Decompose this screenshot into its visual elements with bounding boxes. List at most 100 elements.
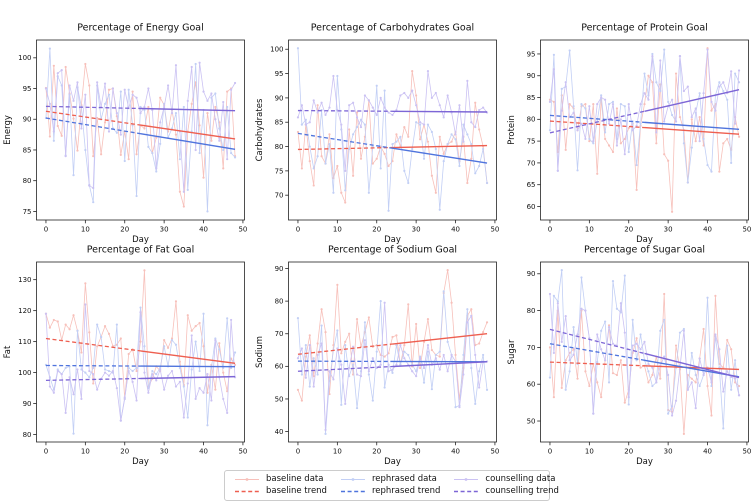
svg-text:60: 60 [275,363,284,371]
trend-counselling-trend [297,109,488,113]
series-baseline-data [296,70,489,204]
svg-text:110: 110 [18,338,31,346]
subplot-sodium: Percentage of Sodium Goal Sodium Day 40 50 60… [255,245,500,468]
y-axis-label: Fat [3,345,13,358]
y-axis-label: Protein [507,115,517,145]
svg-text:120: 120 [18,307,31,315]
x-axis-label: Day [636,235,653,245]
svg-text:50: 50 [238,226,247,234]
subplot-title: Percentage of Fat Goal [87,245,194,256]
trend-counselling-trend [549,328,740,379]
legend-item-counselling-trend: counselling trend [452,486,559,497]
svg-text:20: 20 [624,448,633,456]
svg-text:70: 70 [275,192,284,200]
svg-text:70: 70 [527,159,536,167]
trend-rephrased-trend [45,117,236,151]
axes-frame [36,261,245,443]
trend-rephrased-trend [45,364,236,368]
svg-text:50: 50 [490,448,499,456]
svg-text:10: 10 [81,448,90,456]
axis-ticks: 40 50 60 70 80 90 0 10 20 30 40 50 [275,265,500,456]
series-counselling-data [296,70,489,172]
svg-text:100: 100 [270,46,283,54]
series-rephrased-data [44,47,237,213]
subplot-title: Percentage of Protein Goal [581,23,708,34]
svg-text:20: 20 [120,226,129,234]
svg-text:90: 90 [527,270,536,278]
x-axis-label: Day [384,457,401,467]
baseline-data-swatch-icon [235,478,259,481]
svg-text:0: 0 [44,448,48,456]
axes-frame [540,261,749,443]
svg-text:75: 75 [527,138,536,146]
svg-text:130: 130 [18,276,31,284]
baseline-trend-swatch-icon [235,490,259,493]
axis-ticks: 60 65 70 75 80 85 90 95 0 10 20 30 40 50 [527,50,752,233]
trend-counselling-trend [297,361,488,372]
svg-text:20: 20 [372,448,381,456]
svg-text:85: 85 [23,146,32,154]
svg-text:30: 30 [160,448,169,456]
trend-rephrased-trend [297,132,488,164]
svg-text:50: 50 [275,395,284,403]
svg-text:0: 0 [296,448,300,456]
series-rephrased-data [296,47,489,212]
subplot-carbohydrates: Percentage of Carbohydrates Goal Carbohyd… [255,23,499,246]
svg-text:80: 80 [527,307,536,315]
svg-text:75: 75 [23,208,32,216]
trend-counselling-trend [549,89,740,134]
series-rephrased-data [548,48,741,184]
svg-text:20: 20 [624,226,633,234]
svg-text:0: 0 [296,226,300,234]
x-axis-label: Day [132,457,149,467]
svg-text:20: 20 [372,226,381,234]
svg-text:40: 40 [703,226,712,234]
trend-baseline-trend [297,333,488,355]
legend-item-baseline-trend: baseline trend [233,486,327,497]
axes-frame [288,39,497,221]
subplot-sugar: Percentage of Sugar Goal Sugar Day 50 60 70 80… [507,245,751,468]
series-counselling-data [44,61,237,193]
svg-text:10: 10 [81,226,90,234]
svg-text:65: 65 [527,181,536,189]
svg-text:70: 70 [275,330,284,338]
trend-rephrased-trend [297,360,488,363]
svg-text:20: 20 [120,448,129,456]
axes-frame [36,39,245,221]
svg-text:30: 30 [412,448,421,456]
axes-frame [540,39,749,221]
svg-text:40: 40 [199,448,208,456]
svg-text:90: 90 [275,94,284,102]
svg-text:40: 40 [451,226,460,234]
svg-text:90: 90 [23,400,32,408]
axis-ticks: 75 80 85 90 95 100 0 10 20 30 40 50 [18,54,247,233]
y-axis-label: Energy [3,115,13,145]
trend-baseline-trend [549,361,740,371]
svg-text:10: 10 [333,226,342,234]
svg-text:30: 30 [664,226,673,234]
svg-text:80: 80 [527,116,536,124]
chart-legend: baseline data rephrased data counselling… [224,470,559,501]
x-axis-label: Day [636,457,653,467]
trend-baseline-trend [45,337,236,365]
legend-label: rephrased trend [371,486,441,496]
svg-text:10: 10 [585,226,594,234]
y-axis-label: Carbohydrates [255,98,265,161]
legend-label: baseline data [266,474,324,484]
legend-item-counselling-data: counselling data [452,474,559,485]
svg-text:60: 60 [527,381,536,389]
axis-ticks: 80 90 100 110 120 130 0 10 20 30 40 50 [18,276,247,455]
svg-text:40: 40 [275,428,284,436]
svg-text:80: 80 [23,177,32,185]
series-counselling-data [44,303,237,422]
trend-baseline-trend [45,110,236,140]
svg-text:100: 100 [18,369,31,377]
svg-text:100: 100 [18,54,31,62]
svg-text:80: 80 [23,431,32,439]
legend-item-rephrased-data: rephrased data [339,474,440,485]
x-axis-label: Day [384,235,401,245]
y-axis-label: Sugar [507,339,517,364]
trend-baseline-trend [297,144,488,151]
svg-text:10: 10 [585,448,594,456]
legend-label: baseline trend [266,486,327,496]
